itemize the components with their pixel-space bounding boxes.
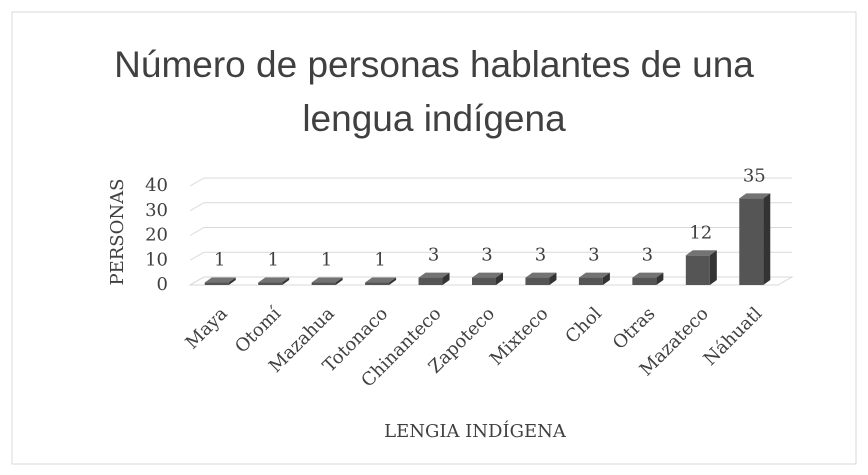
y-tick-label: 20 <box>145 225 168 246</box>
bar <box>418 272 450 285</box>
value-label: 3 <box>588 245 599 266</box>
bar-side <box>389 277 397 285</box>
bar-top <box>525 272 557 278</box>
bar <box>311 277 343 285</box>
bar <box>258 277 290 285</box>
bar-top <box>311 277 343 283</box>
grid-line <box>189 227 792 236</box>
bar-side <box>228 277 236 285</box>
value-label: 3 <box>428 245 439 266</box>
value-label: 35 <box>743 165 766 186</box>
grid-line <box>189 202 792 212</box>
bar-top <box>472 272 503 278</box>
value-label: 3 <box>642 245 653 266</box>
value-label: 3 <box>481 245 492 266</box>
chart-title: Número de personas hablantes de una leng… <box>114 44 754 139</box>
bar-front <box>632 277 657 285</box>
bar-front <box>578 277 603 285</box>
value-label: 1 <box>321 250 332 271</box>
bar-side <box>549 272 557 285</box>
bar-front <box>739 198 764 285</box>
bar-top <box>632 272 664 278</box>
bar-side <box>496 272 503 285</box>
chart-frame <box>11 11 857 465</box>
y-tick-label: 10 <box>145 249 168 270</box>
bar-side <box>282 277 290 285</box>
bar-side <box>656 272 664 285</box>
value-label: 1 <box>267 250 278 271</box>
bar <box>204 277 236 285</box>
bar-front <box>685 255 710 285</box>
bar-front <box>525 277 550 285</box>
y-tick-label: 40 <box>145 175 168 196</box>
value-label: 12 <box>689 222 712 243</box>
bar-top <box>578 272 610 278</box>
bar-front <box>204 282 229 285</box>
bar-side <box>335 277 343 285</box>
bar-front <box>365 282 390 285</box>
y-tick-label: 30 <box>145 200 168 221</box>
value-label: 1 <box>214 250 225 271</box>
bar <box>365 277 397 285</box>
bar-front <box>311 282 336 285</box>
x-axis-title: LENGIA INDÍGENA <box>384 419 567 442</box>
bar-front <box>472 277 496 285</box>
bar <box>685 250 717 285</box>
grid-line <box>189 177 792 187</box>
bar-top <box>739 193 771 199</box>
value-label: 3 <box>535 245 546 266</box>
grid-line <box>189 251 792 261</box>
bar-side <box>602 272 610 285</box>
bar-side <box>442 272 450 285</box>
bar-top <box>685 250 717 256</box>
value-label: 1 <box>374 250 385 271</box>
bar <box>578 272 610 285</box>
bar <box>525 272 557 285</box>
bar <box>632 272 664 285</box>
bar-top <box>258 277 290 283</box>
bar-front <box>418 277 443 285</box>
bar-side <box>763 193 771 285</box>
y-tick-label: 0 <box>157 274 168 295</box>
bar <box>739 193 771 285</box>
bar-top <box>418 272 450 278</box>
y-axis-title: PERSONAS <box>107 179 128 286</box>
bar-front <box>258 282 283 285</box>
bar-top <box>204 277 236 283</box>
bar-top <box>365 277 397 283</box>
bar-side <box>709 250 717 285</box>
bar <box>472 272 503 285</box>
